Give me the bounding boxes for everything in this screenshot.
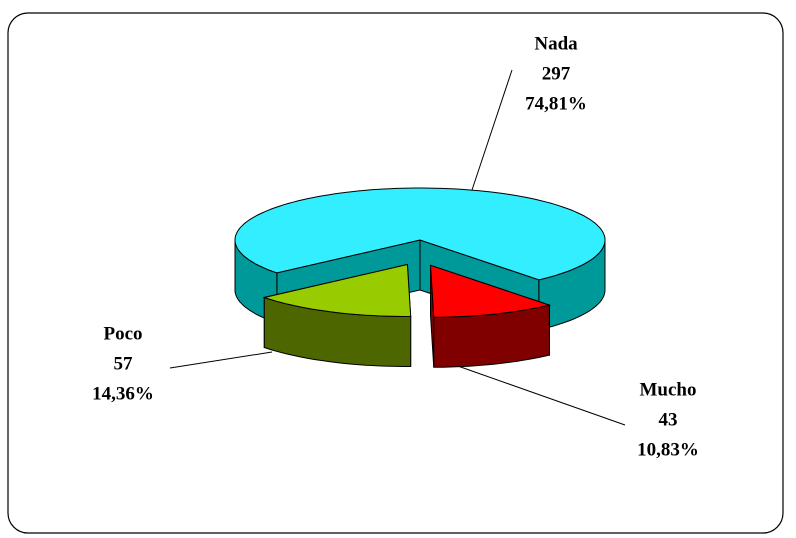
slice-label: Nada <box>534 33 578 54</box>
labels: Nada 297 74,81% Mucho 43 10,83% Poco 57 14,36% <box>92 33 699 460</box>
slice <box>262 263 412 317</box>
slice-value: 43 <box>659 409 678 430</box>
leader-line <box>169 351 273 369</box>
slice <box>234 187 606 281</box>
pie <box>234 187 606 368</box>
slice-percent: 10,83% <box>637 439 699 460</box>
slice-value: 57 <box>114 353 134 374</box>
slice-label: Mucho <box>640 379 697 400</box>
leader-line <box>454 364 626 426</box>
slice-value: 297 <box>542 63 571 84</box>
slice-percent: 14,36% <box>92 383 154 404</box>
slice-label: Poco <box>103 323 142 344</box>
slice-percent: 74,81% <box>525 93 587 114</box>
leader-line <box>469 69 513 197</box>
slice <box>429 264 552 318</box>
